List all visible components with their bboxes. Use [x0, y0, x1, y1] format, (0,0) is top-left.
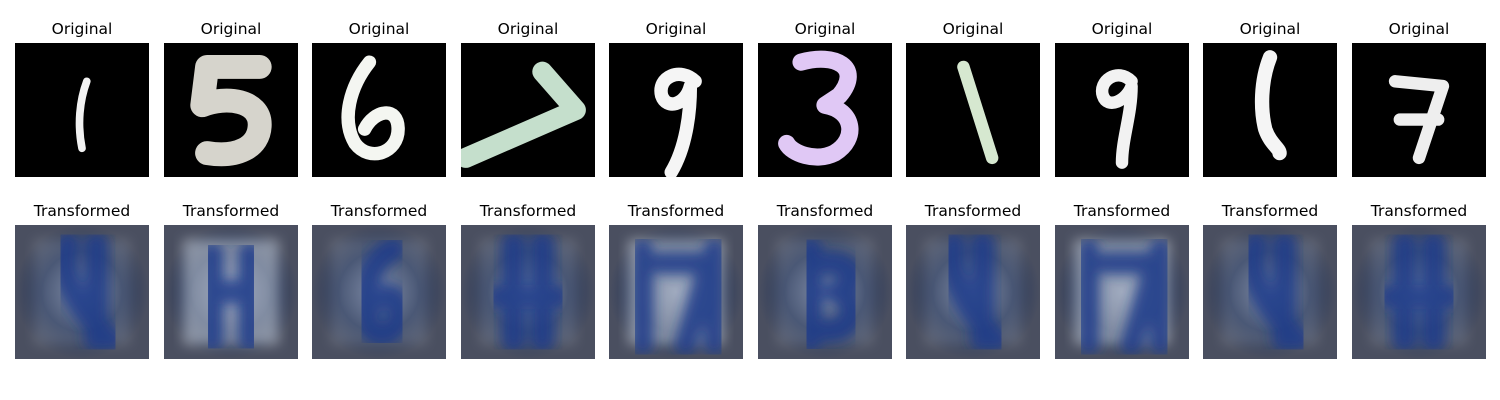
transformed-glyph	[487, 232, 569, 352]
transformed-glyph	[1241, 232, 1311, 352]
transformed-digit-image	[461, 225, 595, 359]
transformed-glyph	[631, 238, 726, 356]
original-digit-image	[312, 43, 446, 177]
original-digit-image	[758, 43, 892, 177]
original-digit-image	[609, 43, 743, 177]
original-title: Original	[1388, 20, 1450, 38]
digit-stroke	[190, 54, 272, 167]
transformed-title: Transformed	[1073, 202, 1171, 220]
original-digit-image	[461, 43, 595, 177]
transformed-title: Transformed	[776, 202, 874, 220]
digit-stroke	[1254, 50, 1287, 161]
original-title: Original	[348, 20, 410, 38]
original-title: Original	[794, 20, 856, 38]
original-title: Original	[645, 20, 707, 38]
transformed-digit-image	[312, 225, 446, 359]
digit-stroke	[957, 60, 999, 165]
transformed-title: Transformed	[924, 202, 1022, 220]
digit-stroke	[1095, 69, 1138, 169]
transformed-glyph	[353, 236, 411, 347]
transformed-glyph	[1378, 232, 1460, 352]
original-title: Original	[1239, 20, 1301, 38]
transformed-glyph	[199, 241, 263, 352]
transformed-digit-image	[1203, 225, 1337, 359]
digit-stroke	[1388, 75, 1450, 165]
transformed-digit-image	[609, 225, 743, 359]
original-digit-image	[1203, 43, 1337, 177]
transformed-title: Transformed	[182, 202, 280, 220]
transformed-digit-image	[758, 225, 892, 359]
transformed-digit-image	[906, 225, 1040, 359]
transformed-glyph	[941, 232, 1009, 352]
transformed-glyph	[53, 232, 123, 352]
original-digit-image	[15, 43, 149, 177]
original-title: Original	[1091, 20, 1153, 38]
original-title: Original	[497, 20, 559, 38]
transformed-title: Transformed	[33, 202, 131, 220]
original-digit-image	[1352, 43, 1486, 177]
transformed-title: Transformed	[1370, 202, 1468, 220]
transformed-digit-image	[1352, 225, 1486, 359]
original-title: Original	[200, 20, 262, 38]
transformed-glyph	[798, 236, 864, 352]
transformed-digit-image	[1055, 225, 1189, 359]
transformed-title: Transformed	[1221, 202, 1319, 220]
transformed-title: Transformed	[479, 202, 577, 220]
transformed-digit-image	[164, 225, 298, 359]
transformed-glyph	[1077, 238, 1172, 356]
digit-stroke	[341, 55, 405, 161]
transformed-digit-image	[15, 225, 149, 359]
digit-stroke	[654, 67, 702, 177]
original-digit-image	[1055, 43, 1189, 177]
digit-stroke	[461, 61, 586, 168]
digit-stroke	[75, 77, 91, 153]
digit-stroke	[778, 50, 859, 166]
original-title: Original	[942, 20, 1004, 38]
original-digit-image	[906, 43, 1040, 177]
original-title: Original	[51, 20, 113, 38]
original-digit-image	[164, 43, 298, 177]
transformed-title: Transformed	[627, 202, 725, 220]
transformed-title: Transformed	[330, 202, 428, 220]
